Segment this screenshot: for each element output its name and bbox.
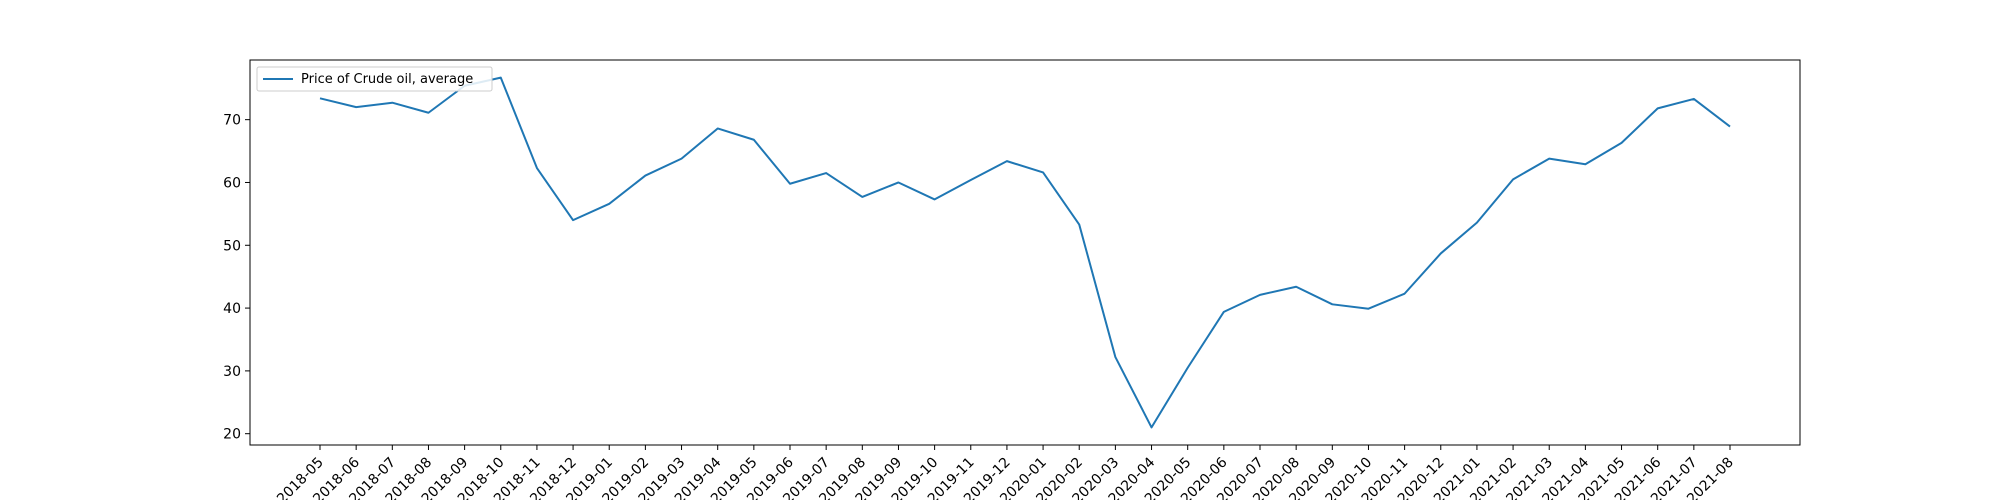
series-layer: [319, 76, 1731, 429]
y-tick-label: 40: [223, 301, 241, 317]
series-line: [319, 76, 1731, 429]
y-axis: 20 30 40 50 60 70: [223, 113, 250, 443]
legend: Price of Crude oil, average: [256, 66, 493, 92]
plot-area-frame: [249, 59, 1801, 446]
y-tick-label: 20: [223, 427, 241, 443]
x-axis: 2018-052018-062018-072018-082018-092018-…: [274, 445, 1737, 504]
y-tick-label: 50: [223, 238, 241, 254]
y-tick-label: 60: [223, 175, 241, 191]
legend-label: Price of Crude oil, average: [301, 72, 473, 87]
y-tick-label: 30: [223, 364, 241, 380]
legend-box: [256, 66, 493, 92]
y-tick-label: 70: [223, 113, 241, 129]
